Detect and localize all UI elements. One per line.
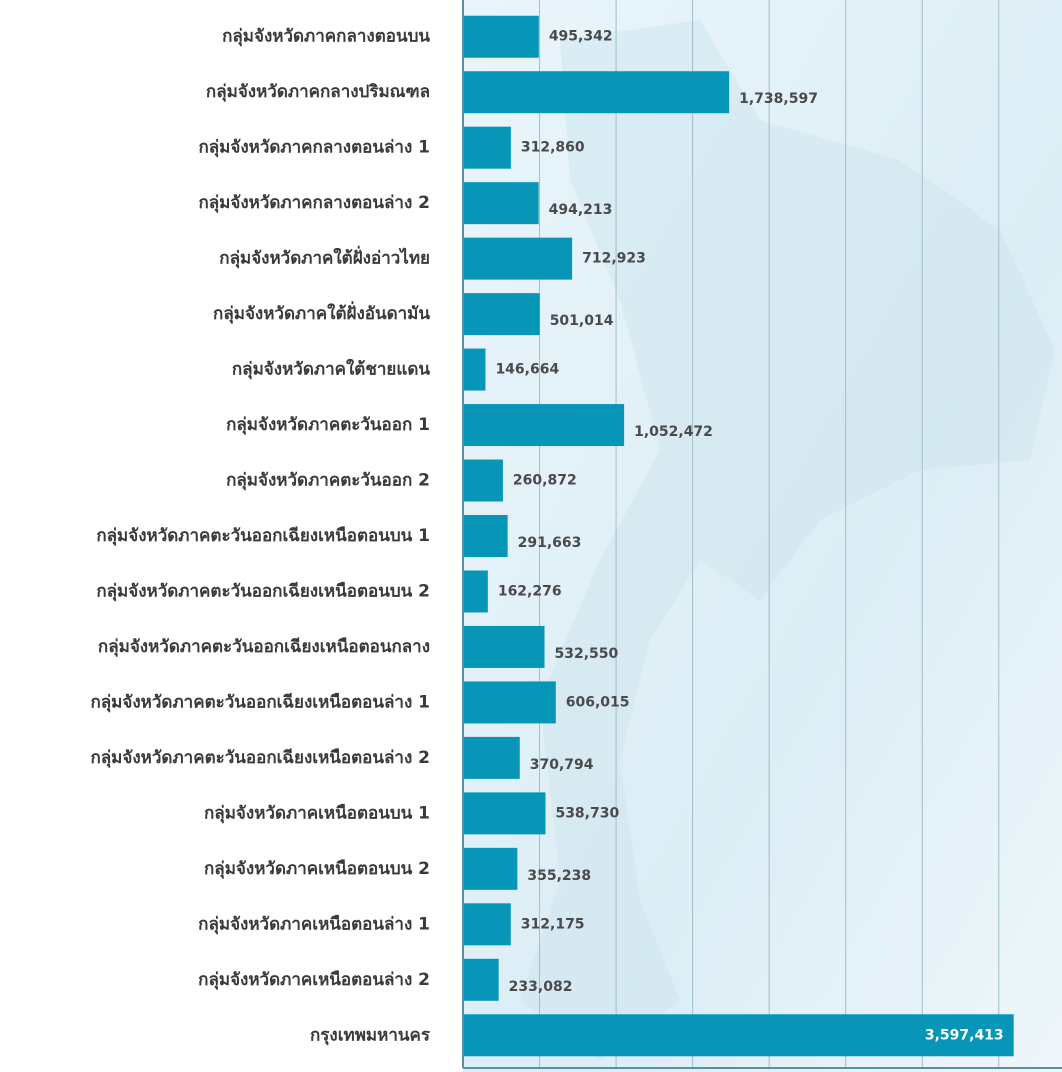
bar (463, 237, 573, 280)
bar (463, 71, 730, 114)
bar (463, 903, 511, 946)
value-label: 312,175 (521, 916, 585, 932)
category-label: กลุ่มจังหวัดภาคใต้ฝั่งอันดามัน (213, 301, 430, 324)
category-label: กลุ่มจังหวัดภาคใต้ชายแดน (232, 359, 430, 380)
bar (463, 182, 539, 225)
bar (463, 570, 488, 613)
value-label: 291,663 (518, 535, 582, 551)
value-label: 538,730 (555, 805, 619, 821)
value-label: 495,342 (549, 29, 613, 45)
value-label: 494,213 (549, 202, 613, 218)
map-shape (520, 20, 1055, 1060)
bar (463, 459, 503, 502)
bar (463, 736, 520, 779)
value-label: 146,664 (495, 362, 559, 378)
category-label: กลุ่มจังหวัดภาคกลางตอนล่าง 2 (198, 193, 430, 213)
bar (463, 348, 486, 391)
category-label: กลุ่มจังหวัดภาคเหนือตอนบน 1 (204, 802, 430, 823)
value-label: 260,872 (513, 473, 577, 489)
bar (463, 625, 545, 668)
value-label: 501,014 (550, 313, 614, 329)
category-label: กลุ่มจังหวัดภาคตะวันออกเฉียงเหนือตอนบน 2 (96, 580, 430, 601)
value-label: 532,550 (555, 646, 619, 662)
bar (463, 958, 499, 1001)
bar (463, 126, 511, 169)
bar (463, 15, 539, 58)
value-label: 312,860 (521, 140, 585, 156)
category-label: กลุ่มจังหวัดภาคตะวันออกเฉียงเหนือตอนบน 1 (96, 525, 430, 546)
value-label: 712,923 (582, 251, 646, 267)
category-label: กลุ่มจังหวัดภาคกลางตอนบน (222, 27, 430, 47)
bar (463, 681, 556, 724)
value-label: 3,597,413 (925, 1027, 1004, 1043)
category-label: กลุ่มจังหวัดภาคเหนือตอนล่าง 1 (198, 913, 430, 934)
category-label: กลุ่มจังหวัดภาคตะวันออก 2 (226, 471, 430, 491)
category-label: กลุ่มจังหวัดภาคกลางตอนล่าง 1 (198, 138, 430, 158)
category-label: กลุ่มจังหวัดภาคใต้ฝั่งอ่าวไทย (219, 246, 430, 269)
value-label: 606,015 (566, 694, 630, 710)
bar (463, 404, 625, 447)
category-label: กลุ่มจังหวัดภาคตะวันออกเฉียงเหนือตอนกลาง (98, 636, 430, 657)
value-label: 162,276 (498, 583, 562, 599)
value-label: 233,082 (509, 979, 573, 995)
value-label: 1,738,597 (739, 91, 818, 107)
category-label: กลุ่มจังหวัดภาคตะวันออกเฉียงเหนือตอนล่าง… (90, 747, 430, 768)
category-label: กรุงเทพมหานคร (310, 1025, 431, 1045)
value-label: 1,052,472 (634, 424, 713, 440)
bar (463, 847, 518, 890)
value-label: 370,794 (530, 757, 594, 773)
bar (463, 515, 508, 557)
bar (463, 1014, 1014, 1057)
bar (463, 792, 546, 835)
category-label: กลุ่มจังหวัดภาคเหนือตอนล่าง 2 (198, 969, 430, 990)
bar (463, 293, 540, 336)
category-label: กลุ่มจังหวัดภาคเหนือตอนบน 2 (204, 858, 430, 879)
category-label: กลุ่มจังหวัดภาคตะวันออกเฉียงเหนือตอนล่าง… (90, 691, 430, 712)
value-label: 355,238 (527, 868, 591, 884)
category-label: กลุ่มจังหวัดภาคกลางปริมณฑล (206, 82, 430, 102)
category-label: กลุ่มจังหวัดภาคตะวันออก 1 (226, 415, 430, 435)
